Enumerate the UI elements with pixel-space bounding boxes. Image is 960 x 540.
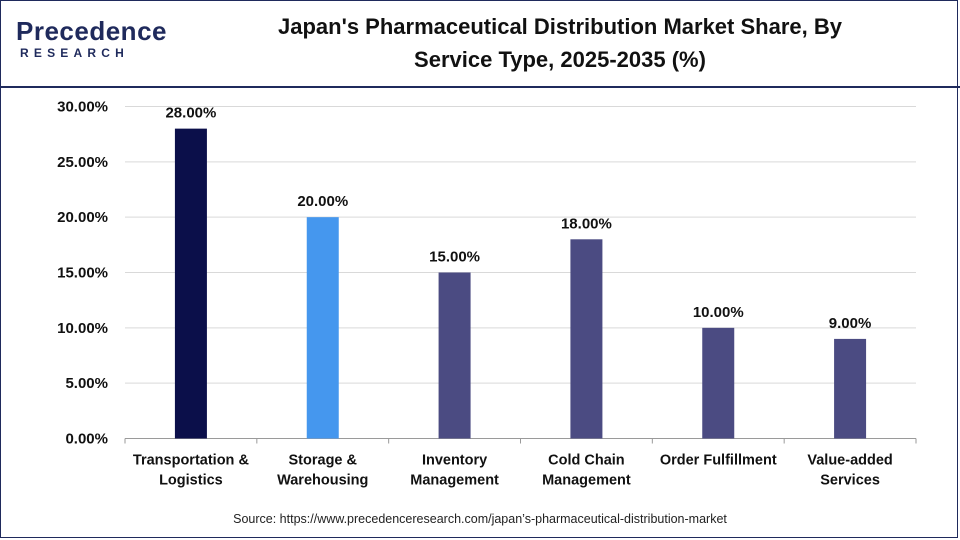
x-tick-label: Inventory	[422, 453, 487, 469]
chart-title: Japan's Pharmaceutical Distribution Mark…	[190, 10, 930, 76]
y-tick-label: 10.00%	[57, 320, 108, 337]
bar	[438, 272, 471, 439]
bar	[570, 239, 603, 439]
x-tick-label: Services	[820, 473, 880, 489]
bar	[306, 217, 339, 439]
bar	[702, 327, 735, 439]
brand-name: Precedence	[16, 16, 167, 46]
bar	[174, 128, 207, 439]
header-divider	[0, 86, 960, 88]
data-label: 10.00%	[693, 304, 744, 321]
x-tick-label: Warehousing	[277, 473, 368, 489]
x-tick-label: Order Fulfillment	[660, 453, 777, 469]
brand-logo: Precedence RESEARCH	[16, 16, 166, 66]
chart-title-line-1: Japan's Pharmaceutical Distribution Mark…	[278, 14, 842, 39]
x-tick-label: Value-added	[807, 453, 892, 469]
data-label: 15.00%	[429, 249, 480, 266]
y-tick-label: 5.00%	[65, 375, 108, 392]
data-label: 28.00%	[165, 105, 216, 122]
x-tick-label: Storage &	[289, 453, 358, 469]
x-tick-label: Management	[410, 473, 499, 489]
x-tick-label: Logistics	[159, 473, 223, 489]
y-tick-label: 15.00%	[57, 265, 108, 282]
y-tick-label: 0.00%	[65, 431, 108, 448]
chart-title-line-2: Service Type, 2025-2035 (%)	[414, 47, 706, 72]
x-tick-label: Transportation &	[133, 453, 250, 469]
x-tick-label: Cold Chain	[548, 453, 625, 469]
y-tick-label: 20.00%	[57, 209, 108, 226]
x-tick-label: Management	[542, 473, 631, 489]
y-tick-label: 25.00%	[57, 154, 108, 171]
header: Precedence RESEARCH Japan's Pharmaceutic…	[0, 0, 960, 86]
bar	[834, 338, 867, 439]
y-tick-label: 30.00%	[57, 99, 108, 116]
bar-chart: 0.00% 5.00% 10.00% 15.00% 20.00% 25.00% 30.00%…	[57, 99, 917, 489]
data-label: 20.00%	[297, 193, 348, 210]
data-label: 18.00%	[561, 215, 612, 232]
brand-subtitle: RESEARCH	[20, 46, 129, 60]
data-label: 9.00%	[829, 315, 872, 332]
source-note: Source: https://www.precedenceresearch.c…	[233, 512, 727, 526]
